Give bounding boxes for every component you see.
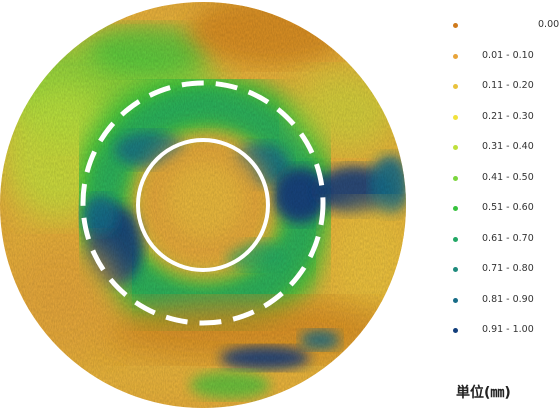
legend: 0.00 0.01 - 0.10 0.11 - 0.20 0.21 - 0.30 0.3… [440,18,560,348]
legend-item: 0.00 [440,18,560,34]
legend-item: 0.71 - 0.80 [440,262,558,278]
legend-swatch [453,328,458,333]
legend-label: 0.21 - 0.30 [482,110,534,122]
legend-label: 0.01 - 0.10 [482,49,534,61]
legend-item: 0.91 - 1.00 [440,323,558,339]
legend-label: 0.11 - 0.20 [482,80,534,91]
legend-label: 0.31 - 0.40 [482,141,534,152]
legend-item: 0.51 - 0.60 [440,201,558,217]
legend-swatch [453,297,458,303]
legend-swatch [453,206,458,211]
legend-label: 0.81 - 0.90 [482,293,534,305]
measurement-disc [0,2,406,408]
unit-label: 単位(㎜) [456,385,511,401]
legend-label: 0.91 - 1.00 [482,324,534,335]
legend-item: 0.01 - 0.10 [440,49,558,65]
outer-dashed-circle [80,80,326,326]
legend-item: 0.81 - 0.90 [440,293,558,309]
legend-label: 0.61 - 0.70 [482,232,534,244]
map-panel [0,2,406,408]
legend-swatch [453,23,458,28]
legend-swatch [453,84,458,89]
legend-swatch [453,145,458,150]
distribution-map [0,2,406,408]
legend-label: 0.51 - 0.60 [482,202,534,213]
legend-item: 0.61 - 0.70 [440,232,558,248]
legend-swatch [453,175,458,181]
legend-label: 0.41 - 0.50 [482,171,534,183]
inner-solid-circle [136,138,270,272]
legend-swatch [453,114,458,120]
legend-item: 0.31 - 0.40 [440,140,558,156]
legend-swatch [453,267,458,272]
legend-label: 0.71 - 0.80 [482,263,534,274]
legend-swatch [453,236,458,242]
legend-item: 0.21 - 0.30 [440,110,558,126]
legend-swatch [453,53,458,59]
legend-item: 0.11 - 0.20 [440,79,558,95]
legend-item: 0.41 - 0.50 [440,171,558,187]
legend-label: 0.00 [538,19,560,30]
